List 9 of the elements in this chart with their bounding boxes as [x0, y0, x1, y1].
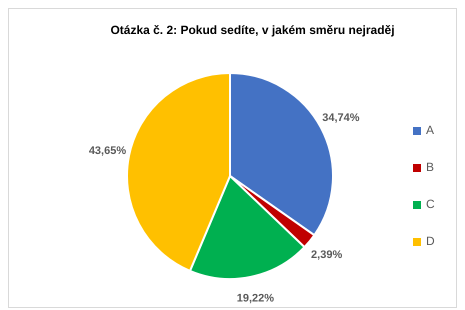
data-label: 2,39% — [311, 249, 342, 262]
data-label: 34,74% — [322, 112, 360, 124]
legend-label: A — [426, 123, 434, 138]
legend-label: D — [426, 234, 435, 248]
data-label: 19,22% — [236, 292, 274, 304]
legend-label: C — [426, 197, 435, 212]
chart-title: Otázka č. 2: Pokud sedíte, v jakém směru nejraděj — [110, 23, 395, 37]
data-label: 43,65% — [88, 145, 126, 158]
legend-label: B — [426, 160, 434, 174]
